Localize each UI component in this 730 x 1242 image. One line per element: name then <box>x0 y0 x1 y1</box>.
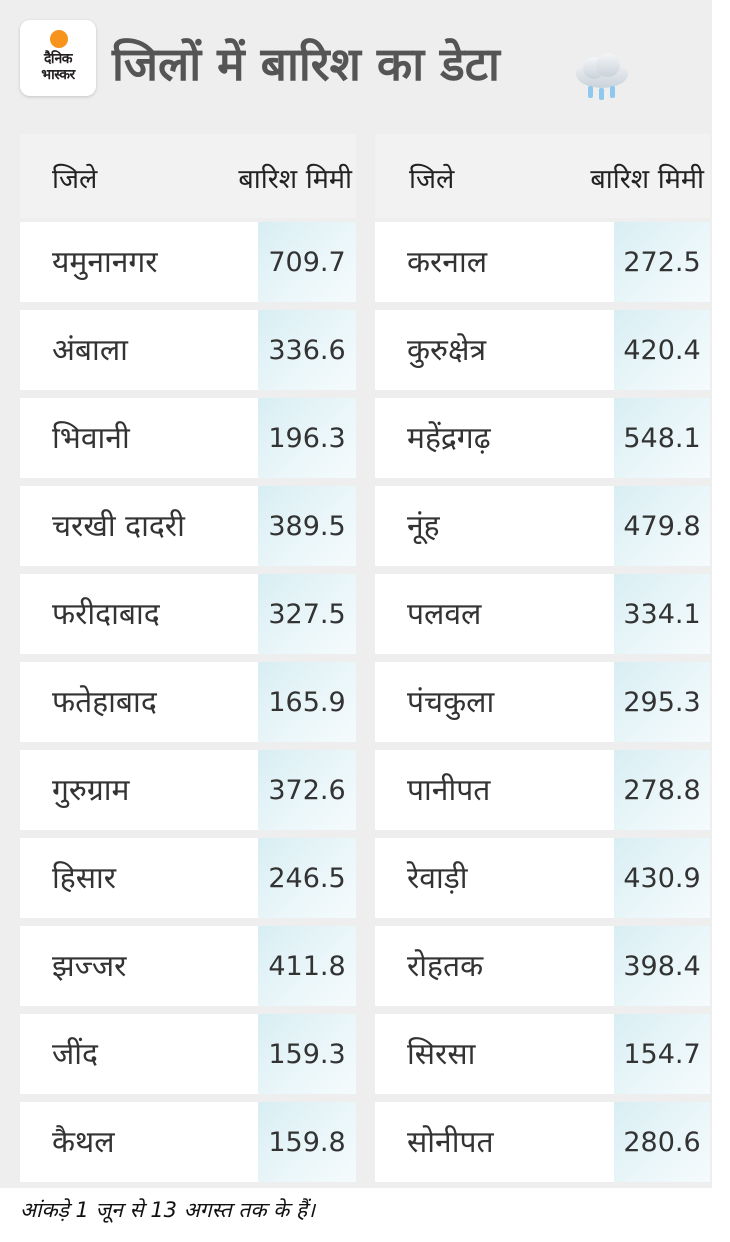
rain-value: 272.5 <box>614 222 710 302</box>
brand-line-2: भास्कर <box>41 67 75 83</box>
page-title: जिलों में बारिश का डेटा <box>112 37 500 91</box>
district-name: कुरुक्षेत्र <box>407 333 487 368</box>
district-name: भिवानी <box>52 421 130 456</box>
header-district: जिले <box>52 164 98 195</box>
table-row: जींद 159.3 <box>20 1014 356 1094</box>
district-name: झज्जर <box>52 949 127 984</box>
rain-value: 479.8 <box>614 486 710 566</box>
table-row: करनाल 272.5 <box>375 222 710 302</box>
table-row: सोनीपत 280.6 <box>375 1102 710 1182</box>
rain-value: 154.7 <box>614 1014 710 1094</box>
rain-value: 295.3 <box>614 662 710 742</box>
district-name: नूंह <box>407 509 440 544</box>
table-row: कैथल 159.8 <box>20 1102 356 1182</box>
district-name: रेवाड़ी <box>407 861 468 896</box>
rain-value: 336.6 <box>258 310 356 390</box>
table-row: कुरुक्षेत्र 420.4 <box>375 310 710 390</box>
footnote: आंकड़े 1 जून से 13 अगस्त तक के हैं। <box>20 1198 316 1222</box>
table-row: रेवाड़ी 430.9 <box>375 838 710 918</box>
table-row: फतेहाबाद 165.9 <box>20 662 356 742</box>
table-row: महेंद्रगढ़ 548.1 <box>375 398 710 478</box>
table-row: पानीपत 278.8 <box>375 750 710 830</box>
rain-value: 420.4 <box>614 310 710 390</box>
brand-logo: दैनिक भास्कर <box>20 20 96 96</box>
rain-value: 411.8 <box>258 926 356 1006</box>
table-row: झज्जर 411.8 <box>20 926 356 1006</box>
table-row: रोहतक 398.4 <box>375 926 710 1006</box>
rain-value: 372.6 <box>258 750 356 830</box>
district-name: फतेहाबाद <box>52 685 157 720</box>
rain-cloud-icon <box>576 53 628 100</box>
rain-value: 246.5 <box>258 838 356 918</box>
header-rain-mm: बारिश मिमी <box>238 164 352 195</box>
district-name: पलवल <box>407 597 482 632</box>
table-row: यमुनानगर 709.7 <box>20 222 356 302</box>
district-name: चरखी दादरी <box>52 509 185 544</box>
district-name: करनाल <box>407 245 488 280</box>
rain-value: 430.9 <box>614 838 710 918</box>
rain-value: 389.5 <box>258 486 356 566</box>
rain-value: 278.8 <box>614 750 710 830</box>
table-row: भिवानी 196.3 <box>20 398 356 478</box>
table-row: नूंह 479.8 <box>375 486 710 566</box>
district-name: हिसार <box>52 861 117 896</box>
district-name: फरीदाबाद <box>52 597 160 632</box>
table-row: चरखी दादरी 389.5 <box>20 486 356 566</box>
header-rain-mm: बारिश मिमी <box>590 164 704 195</box>
rain-value: 548.1 <box>614 398 710 478</box>
district-name: पानीपत <box>407 773 491 808</box>
table-header-left: जिले बारिश मिमी <box>20 134 356 218</box>
rain-value: 398.4 <box>614 926 710 1006</box>
district-name: जींद <box>52 1037 98 1072</box>
header-district: जिले <box>409 164 455 195</box>
table-row: सिरसा 154.7 <box>375 1014 710 1094</box>
district-name: यमुनानगर <box>52 245 158 280</box>
table-row: फरीदाबाद 327.5 <box>20 574 356 654</box>
district-name: रोहतक <box>407 949 484 984</box>
district-name: महेंद्रगढ़ <box>407 421 491 456</box>
sun-icon <box>50 30 68 48</box>
table-row: पंचकुला 295.3 <box>375 662 710 742</box>
rain-value: 709.7 <box>258 222 356 302</box>
rain-value: 159.3 <box>258 1014 356 1094</box>
district-name: सिरसा <box>407 1037 476 1072</box>
rain-value: 334.1 <box>614 574 710 654</box>
table-row: हिसार 246.5 <box>20 838 356 918</box>
district-name: पंचकुला <box>407 685 495 720</box>
district-name: गुरुग्राम <box>52 773 130 808</box>
table-row: गुरुग्राम 372.6 <box>20 750 356 830</box>
table-row: अंबाला 336.6 <box>20 310 356 390</box>
district-name: सोनीपत <box>407 1125 494 1160</box>
district-name: कैथल <box>52 1125 115 1160</box>
rain-value: 159.8 <box>258 1102 356 1182</box>
rain-value: 196.3 <box>258 398 356 478</box>
rain-value: 327.5 <box>258 574 356 654</box>
rain-value: 280.6 <box>614 1102 710 1182</box>
district-name: अंबाला <box>52 333 128 368</box>
table-header-right: जिले बारिश मिमी <box>375 134 710 218</box>
rain-value: 165.9 <box>258 662 356 742</box>
table-row: पलवल 334.1 <box>375 574 710 654</box>
brand-line-1: दैनिक <box>43 51 73 67</box>
infographic-card: दैनिक भास्कर जिलों में बारिश का डेटा जिल… <box>0 0 712 1188</box>
